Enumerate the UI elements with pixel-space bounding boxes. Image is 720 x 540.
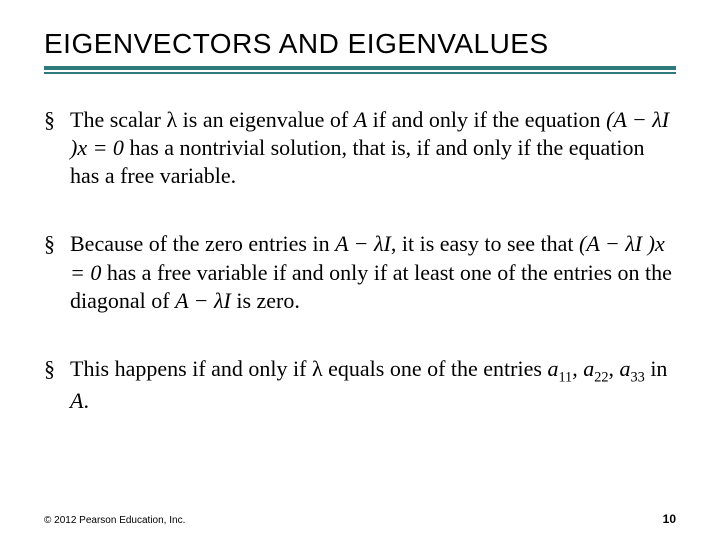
- text: ,: [572, 356, 583, 381]
- copyright-text: © 2012 Pearson Education, Inc.: [44, 515, 185, 526]
- text: has a free variable if and only if at le…: [70, 260, 672, 313]
- bullet-3: This happens if and only if λ equals one…: [44, 355, 676, 415]
- equation: A − λI: [335, 231, 391, 256]
- subscript: 33: [631, 369, 645, 385]
- slide-body: The scalar λ is an eigenvalue of A if an…: [44, 80, 676, 415]
- text: is zero.: [231, 288, 300, 313]
- bullet-2: Because of the zero entries in A − λI, i…: [44, 230, 676, 314]
- title-rule-thick: [44, 66, 676, 70]
- equation: A − λI: [175, 288, 231, 313]
- footer: © 2012 Pearson Education, Inc. 10: [44, 512, 676, 526]
- text: Because of the zero entries in: [70, 231, 335, 256]
- slide: EIGENVECTORS AND EIGENVALUES The scalar …: [0, 0, 720, 540]
- var-A: A: [70, 388, 83, 413]
- text: , it is easy to see that: [391, 231, 579, 256]
- subscript: 22: [594, 369, 608, 385]
- var-A: A: [354, 107, 367, 132]
- text: .: [83, 388, 89, 413]
- title-block: EIGENVECTORS AND EIGENVALUES: [44, 28, 676, 74]
- text: if and only if the equation: [367, 107, 606, 132]
- text: ,: [609, 356, 620, 381]
- subscript: 11: [558, 369, 572, 385]
- title-rule-thin: [44, 72, 676, 74]
- slide-title: EIGENVECTORS AND EIGENVALUES: [44, 28, 676, 60]
- text: has a nontrivial solution, that is, if a…: [70, 135, 645, 188]
- bullet-list: The scalar λ is an eigenvalue of A if an…: [44, 106, 676, 415]
- text: The scalar λ is an eigenvalue of: [70, 107, 354, 132]
- bullet-1: The scalar λ is an eigenvalue of A if an…: [44, 106, 676, 190]
- var-a: a: [620, 356, 631, 381]
- page-number: 10: [663, 512, 676, 526]
- text: in: [645, 356, 668, 381]
- var-a: a: [583, 356, 594, 381]
- var-a: a: [547, 356, 558, 381]
- text: This happens if and only if λ equals one…: [70, 356, 547, 381]
